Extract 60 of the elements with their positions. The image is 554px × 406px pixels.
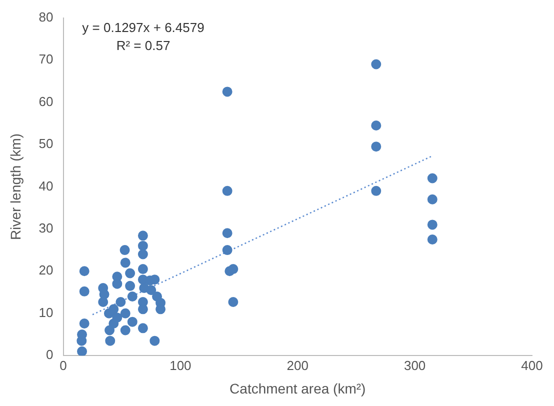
y-tick-label: 70 xyxy=(38,52,54,67)
point xyxy=(427,234,438,244)
x-tick-label: 200 xyxy=(286,358,308,373)
y-tick-label: 80 xyxy=(38,9,54,24)
x-axis-title: Catchment area (km²) xyxy=(230,380,366,396)
point xyxy=(108,304,119,314)
point xyxy=(146,285,156,296)
annotation: R² = 0.57 xyxy=(116,38,170,53)
point xyxy=(98,296,108,307)
point xyxy=(112,312,122,323)
point xyxy=(125,268,136,278)
y-axis-title: River length (km) xyxy=(7,133,24,240)
point xyxy=(105,336,116,346)
point xyxy=(120,308,130,318)
point xyxy=(79,266,90,276)
point xyxy=(150,274,160,285)
point xyxy=(125,280,136,291)
point xyxy=(120,325,130,336)
y-tick-label: 20 xyxy=(38,262,54,278)
point xyxy=(138,304,148,314)
point xyxy=(138,249,148,260)
point xyxy=(228,264,238,274)
y-tick-label: 50 xyxy=(38,136,54,152)
point xyxy=(138,230,148,241)
point xyxy=(77,346,88,356)
point xyxy=(228,296,238,307)
x-tick-label: 0 xyxy=(60,358,67,373)
annotation: y = 0.1297x + 6.4579 xyxy=(82,20,204,35)
y-tick-label: 0 xyxy=(46,347,54,362)
point xyxy=(371,142,382,152)
point xyxy=(138,264,148,274)
y-tick-label: 10 xyxy=(38,304,54,320)
point xyxy=(112,278,122,289)
point xyxy=(371,186,382,196)
point xyxy=(222,228,232,238)
x-tick-label: 300 xyxy=(404,358,426,373)
point xyxy=(371,120,382,130)
x-tick-label: 400 xyxy=(521,358,543,373)
x-tick-label: 100 xyxy=(170,358,192,373)
y-tick-label: 60 xyxy=(38,94,54,109)
point xyxy=(371,59,382,70)
point xyxy=(120,258,130,268)
point xyxy=(222,86,232,97)
point xyxy=(79,318,90,329)
point xyxy=(79,286,90,296)
point xyxy=(427,220,438,230)
point xyxy=(138,240,148,251)
point xyxy=(427,194,438,204)
point xyxy=(127,291,138,302)
point xyxy=(120,245,130,256)
point xyxy=(222,245,232,256)
point xyxy=(222,186,232,196)
point xyxy=(138,323,148,334)
y-tick-label: 40 xyxy=(38,178,54,194)
point xyxy=(77,329,88,340)
point xyxy=(427,173,438,184)
point xyxy=(127,316,138,327)
point xyxy=(116,296,126,307)
y-tick-label: 30 xyxy=(38,220,54,236)
point xyxy=(150,336,160,346)
